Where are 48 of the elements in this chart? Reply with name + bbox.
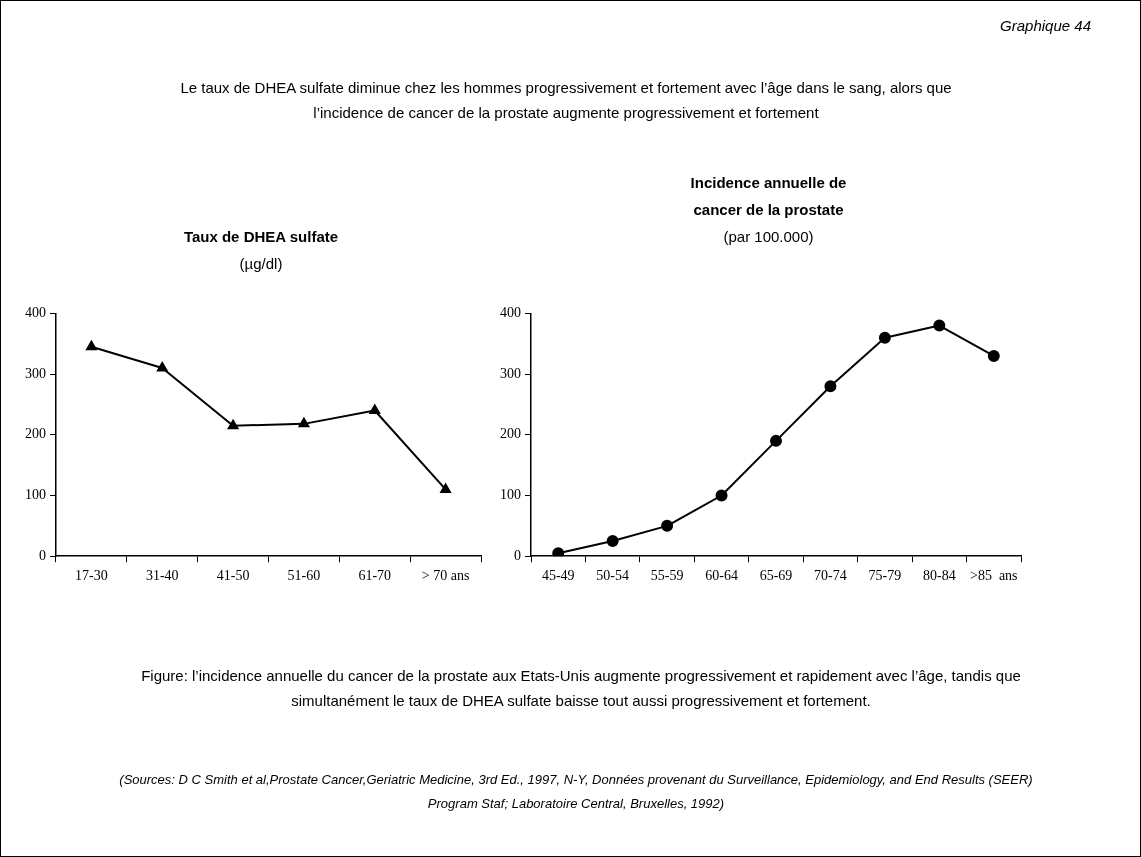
y-tick-label: 200: [25, 426, 46, 442]
chart-title: Incidence annuelle de cancer de la prostate: [689, 173, 848, 220]
x-tick-label: 61-70: [358, 568, 392, 584]
text: Figure: l’incidence annuelle du cancer de la prostate aux Etats-Unis augmente progressivement et rapidement avec l’âge, tandis que simultanément le taux de DHEA sulfate baisse tout aussi progressivement et fortement.: [140, 666, 1022, 711]
x-tick-label: > 70 ans: [421, 568, 470, 584]
x-tick-label: 75-79: [868, 568, 902, 584]
x-tick-label: 60-64: [705, 568, 738, 584]
chart-subtitle: (par 100.000): [722, 227, 815, 247]
text: Graphique 44: [999, 17, 1091, 34]
x-tick-label: >85 ans: [970, 568, 1018, 584]
y-tick-label: 100: [500, 487, 521, 503]
x-tick-label: 51-60: [287, 568, 321, 584]
text: Le taux de DHEA sulfate diminue chez les hommes progressivement et fortement avec l’âge dans le sang, alors que l’incidence de cancer de la prostate augmente progressivement et fortement: [179, 78, 953, 123]
x-tick-label: 17-30: [75, 568, 108, 584]
point: [298, 417, 310, 428]
y-tick-label: 300: [500, 365, 521, 381]
y-tick-label: 200: [500, 426, 521, 442]
point: [878, 331, 891, 344]
x-tick-label: 55-59: [650, 568, 684, 584]
point: [824, 380, 837, 393]
x-tick-label: 41-50: [216, 568, 250, 584]
point: [987, 349, 1000, 362]
chart-title: Taux de DHEA sulfate: [182, 227, 340, 247]
x-tick-label: 50-54: [596, 568, 629, 584]
chart-subtitle: (µg/dl): [238, 254, 284, 274]
text: (Sources: D C Smith et al,Prostate Cancer,Geriatric Medicine, 3rd Ed., 1997, N-Y, Données provenant du Surveillance, Epidemiology, and End Results (SEER) Program Staf; Laboratoire Central, Bruxelles, 1992): [118, 771, 1034, 813]
y-tick-label: 0: [39, 547, 46, 563]
y-tick-label: 300: [25, 365, 46, 381]
x-tick-label: 70-74: [814, 568, 847, 584]
x-tick-label: 65-69: [759, 568, 793, 584]
point: [661, 519, 674, 532]
point: [715, 489, 728, 502]
point: [933, 319, 946, 332]
point: [369, 404, 381, 415]
x-tick-label: 45-49: [541, 568, 575, 584]
point: [86, 340, 97, 351]
point: [770, 434, 782, 447]
x-tick-label: 31-40: [145, 568, 179, 584]
y-tick-label: 0: [514, 547, 521, 563]
y-tick-label: 400: [500, 305, 521, 321]
x-tick-label: 80-84: [923, 568, 956, 584]
point: [440, 483, 451, 493]
y-tick-label: 100: [25, 487, 46, 503]
point: [552, 547, 565, 557]
point: [156, 362, 168, 372]
y-tick-label: 400: [25, 305, 46, 321]
point: [227, 419, 239, 430]
point: [606, 535, 619, 548]
